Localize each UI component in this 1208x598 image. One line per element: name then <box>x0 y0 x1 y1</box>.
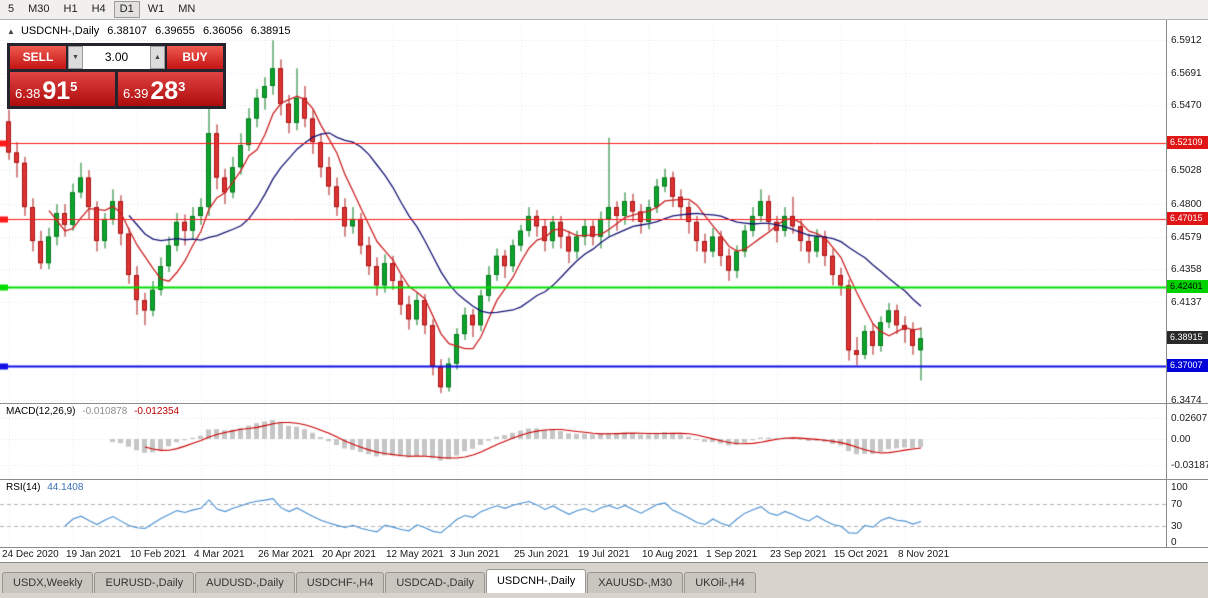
macd-panel-separator[interactable] <box>0 403 1208 404</box>
one-click-trading-panel: SELL ▼ 3.00 ▲ BUY 6.38 91 5 6.39 28 3 <box>7 43 226 109</box>
macd-value1: -0.010878 <box>82 406 128 417</box>
rsi-axis-label: 70 <box>1171 498 1183 510</box>
price-tick: 6.5470 <box>1171 100 1202 112</box>
price-tick: 6.5028 <box>1171 165 1202 177</box>
volume-increase-icon[interactable]: ▲ <box>150 46 165 69</box>
price-line-badge: 6.52109 <box>1167 136 1208 150</box>
chart-tab-USDCAD-Daily[interactable]: USDCAD-,Daily <box>385 572 485 593</box>
chart-title: ▲ USDCNH-,Daily 6.38107 6.39655 6.36056 … <box>7 25 296 37</box>
symbol-icon: ▲ <box>7 27 15 36</box>
timeframe-button-5[interactable]: 5 <box>8 3 15 15</box>
price-tick: 6.3474 <box>1171 394 1202 406</box>
time-axis-separator <box>0 547 1208 548</box>
chart-tabs-bar: USDX,Weekly EURUSD-,Daily AUDUSD-,Daily USD… <box>0 562 1208 598</box>
date-label: 25 Jun 2021 <box>514 549 570 560</box>
date-label: 4 Mar 2021 <box>194 549 245 560</box>
macd-name: MACD(12,26,9) <box>6 406 76 417</box>
timeframe-button-M30[interactable]: M30 <box>28 3 50 15</box>
price-line-badge: 6.47015 <box>1167 211 1208 225</box>
date-label: 1 Sep 2021 <box>706 549 758 560</box>
timeframe-button-D1[interactable]: D1 <box>113 1 140 18</box>
chart-tab-XAUUSD-M30[interactable]: XAUUSD-,M30 <box>587 572 684 593</box>
sell-button[interactable]: SELL <box>10 46 66 69</box>
ohlc-close: 6.38915 <box>250 25 291 37</box>
price-tick: 6.4579 <box>1171 231 1202 243</box>
chart-tab-USDCHF-H4[interactable]: USDCHF-,H4 <box>295 572 385 593</box>
date-label: 20 Apr 2021 <box>322 549 376 560</box>
ohlc-open: 6.38107 <box>107 25 148 37</box>
date-label: 23 Sep 2021 <box>770 549 827 560</box>
sell-price-prefix: 6.38 <box>15 86 41 101</box>
date-label: 19 Jan 2021 <box>66 549 122 560</box>
macd-axis-label: -0.03187 <box>1171 459 1208 471</box>
rsi-axis-label: 0 <box>1171 537 1177 548</box>
price-tick: 6.4358 <box>1171 264 1202 276</box>
buy-button[interactable]: BUY <box>167 46 223 69</box>
macd-indicator-label: MACD(12,26,9) -0.010878 -0.012354 <box>6 406 183 417</box>
timeframe-button-MN[interactable]: MN <box>178 3 196 15</box>
price-tick: 6.4800 <box>1171 199 1202 211</box>
chart-tab-USDX-Weekly[interactable]: USDX,Weekly <box>2 572 94 593</box>
rsi-indicator-label: RSI(14) 44.1408 <box>6 482 87 493</box>
ohlc-high: 6.39655 <box>155 25 195 37</box>
price-line-badge: 6.37007 <box>1167 359 1208 373</box>
timeframe-button-W1[interactable]: W1 <box>147 3 165 15</box>
timeframe-toolbar: 5 M30 H1 H4 D1 W1 MN <box>0 0 1208 20</box>
price-line-badge: 6.38915 <box>1167 331 1208 345</box>
price-tick: 6.5912 <box>1171 34 1202 46</box>
sell-price-display[interactable]: 6.38 91 5 <box>10 72 115 106</box>
rsi-name: RSI(14) <box>6 482 41 493</box>
chart-tab-UKOil-H4[interactable]: UKOil-,H4 <box>684 572 756 593</box>
rsi-axis-label: 100 <box>1171 482 1188 493</box>
timeframe-button-H4[interactable]: H4 <box>91 3 106 15</box>
price-line-badge: 6.42401 <box>1167 279 1208 293</box>
date-label: 19 Jul 2021 <box>578 549 630 560</box>
buy-price-big: 28 <box>150 77 179 105</box>
rsi-axis-label: 30 <box>1171 520 1183 532</box>
date-label: 10 Aug 2021 <box>642 549 699 560</box>
price-axis: 6.5912 6.5691 6.5470 6.5028 6.4800 6.4579 6.43… <box>1166 20 1208 548</box>
price-tick: 6.5691 <box>1171 67 1202 79</box>
chart-tab-EURUSD-Daily[interactable]: EURUSD-,Daily <box>94 572 195 593</box>
volume-decrease-icon[interactable]: ▼ <box>68 46 83 69</box>
chart-tab-USDCNH-Daily[interactable]: USDCNH-,Daily <box>485 569 587 593</box>
date-label: 24 Dec 2020 <box>2 549 59 560</box>
buy-price-sup: 3 <box>178 79 186 94</box>
time-axis: 24 Dec 2020 19 Jan 2021 10 Feb 2021 4 Mar 2… <box>0 548 1208 562</box>
buy-price-display[interactable]: 6.39 28 3 <box>118 72 223 106</box>
price-tick: 6.4137 <box>1171 297 1202 309</box>
date-label: 8 Nov 2021 <box>898 549 950 560</box>
volume-control: ▼ 3.00 ▲ <box>68 46 165 69</box>
timeframe-button-H1[interactable]: H1 <box>63 3 78 15</box>
sell-price-big: 91 <box>42 77 71 105</box>
buy-price-prefix: 6.39 <box>123 86 149 101</box>
date-label: 26 Mar 2021 <box>258 549 315 560</box>
date-label: 12 May 2021 <box>386 549 444 560</box>
rsi-panel-separator[interactable] <box>0 479 1208 480</box>
macd-axis-label: 0.02607 <box>1171 412 1208 424</box>
chart-title-symbol: USDCNH-,Daily <box>20 25 100 37</box>
rsi-value: 44.1408 <box>47 482 84 493</box>
ohlc-low: 6.36056 <box>202 25 243 37</box>
macd-axis-label: 0.00 <box>1171 434 1191 445</box>
date-label: 10 Feb 2021 <box>130 549 187 560</box>
macd-value2: -0.012354 <box>134 406 180 417</box>
date-label: 15 Oct 2021 <box>834 549 889 560</box>
chart-tab-AUDUSD-Daily[interactable]: AUDUSD-,Daily <box>195 572 295 593</box>
sell-price-sup: 5 <box>70 79 78 94</box>
date-label: 3 Jun 2021 <box>450 549 500 560</box>
volume-input[interactable]: 3.00 <box>83 46 150 69</box>
